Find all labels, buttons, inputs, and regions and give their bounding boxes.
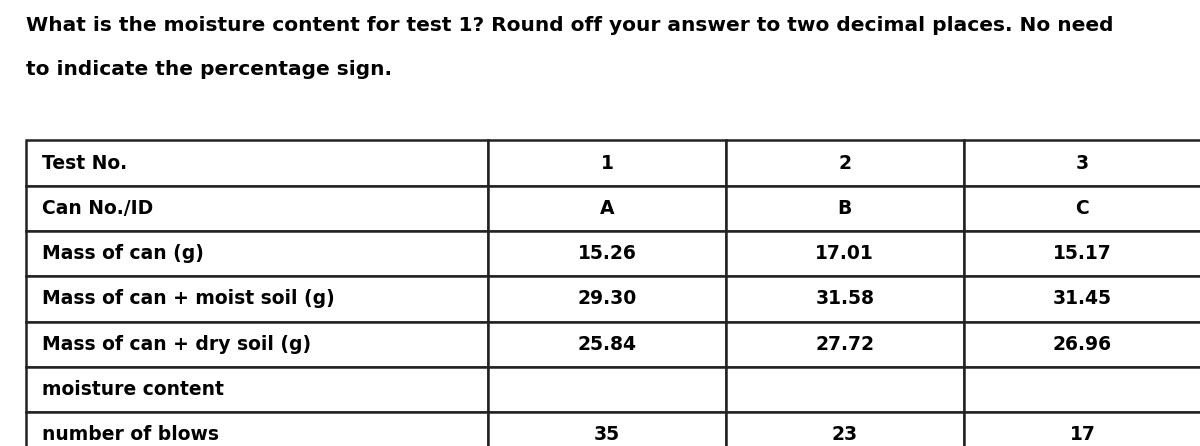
Text: 31.45: 31.45: [1052, 289, 1112, 309]
Text: B: B: [838, 199, 852, 218]
Text: 15.26: 15.26: [577, 244, 637, 263]
Bar: [964, 276, 1200, 322]
Bar: [26, 140, 488, 186]
Text: Can No./ID: Can No./ID: [42, 199, 154, 218]
Bar: [726, 412, 964, 446]
Bar: [726, 367, 964, 412]
Text: 17: 17: [1069, 425, 1096, 444]
Bar: [726, 276, 964, 322]
Text: 31.58: 31.58: [815, 289, 875, 309]
Bar: [964, 412, 1200, 446]
Bar: [726, 140, 964, 186]
Bar: [964, 322, 1200, 367]
Bar: [488, 276, 726, 322]
Text: 17.01: 17.01: [816, 244, 874, 263]
Bar: [26, 276, 488, 322]
Text: A: A: [600, 199, 614, 218]
Text: Test No.: Test No.: [42, 153, 127, 173]
Text: 23: 23: [832, 425, 858, 444]
Bar: [726, 231, 964, 276]
Text: 3: 3: [1076, 153, 1088, 173]
Text: number of blows: number of blows: [42, 425, 220, 444]
Bar: [26, 186, 488, 231]
Bar: [488, 231, 726, 276]
Bar: [26, 322, 488, 367]
Text: 29.30: 29.30: [577, 289, 637, 309]
Text: Mass of can + dry soil (g): Mass of can + dry soil (g): [42, 334, 311, 354]
Bar: [488, 322, 726, 367]
Bar: [26, 231, 488, 276]
Bar: [488, 367, 726, 412]
Bar: [488, 186, 726, 231]
Text: 27.72: 27.72: [815, 334, 875, 354]
Bar: [726, 186, 964, 231]
Text: 1: 1: [601, 153, 613, 173]
Text: Mass of can (g): Mass of can (g): [42, 244, 204, 263]
Text: 2: 2: [839, 153, 851, 173]
Bar: [964, 231, 1200, 276]
Text: to indicate the percentage sign.: to indicate the percentage sign.: [26, 60, 392, 79]
Text: Mass of can + moist soil (g): Mass of can + moist soil (g): [42, 289, 335, 309]
Bar: [26, 367, 488, 412]
Bar: [726, 322, 964, 367]
Bar: [488, 412, 726, 446]
Bar: [488, 140, 726, 186]
Text: 25.84: 25.84: [577, 334, 637, 354]
Text: 26.96: 26.96: [1052, 334, 1112, 354]
Text: What is the moisture content for test 1? Round off your answer to two decimal pl: What is the moisture content for test 1?…: [26, 16, 1114, 35]
Bar: [964, 186, 1200, 231]
Text: C: C: [1075, 199, 1090, 218]
Bar: [964, 140, 1200, 186]
Text: moisture content: moisture content: [42, 380, 224, 399]
Text: 35: 35: [594, 425, 620, 444]
Bar: [964, 367, 1200, 412]
Text: 15.17: 15.17: [1054, 244, 1111, 263]
Bar: [26, 412, 488, 446]
